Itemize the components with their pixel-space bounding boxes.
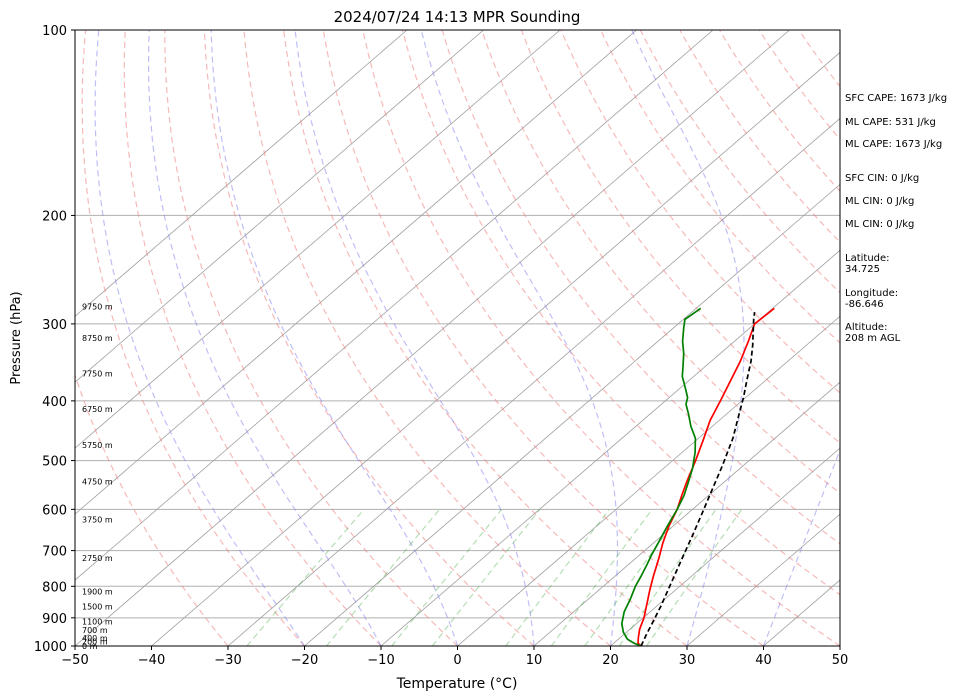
height-label: 0 m <box>82 642 98 651</box>
y-tick-label: 300 <box>42 318 67 333</box>
height-label: 3750 m <box>82 515 113 524</box>
x-tick-label: 20 <box>602 653 619 668</box>
x-tick-label: 50 <box>832 653 849 668</box>
height-label: 9750 m <box>82 302 113 311</box>
isotherm--80 <box>75 30 561 449</box>
height-label: 1500 m <box>82 603 113 612</box>
dry-adiabat <box>322 30 764 646</box>
height-label: 1100 m <box>82 617 113 626</box>
isotherm-10 <box>533 381 840 646</box>
height-label: 6750 m <box>82 405 113 414</box>
height-label: 7750 m <box>82 369 113 378</box>
sfc-cin-text: SFC CIN: 0 J/kg <box>845 173 920 184</box>
dry-adiabat <box>639 30 840 294</box>
mixing-ratio-line <box>646 508 743 646</box>
moist-adiabat <box>94 30 305 646</box>
x-tick-label: −10 <box>367 653 394 668</box>
isotherm--40 <box>151 51 840 646</box>
y-tick-label: 900 <box>42 612 67 627</box>
isotherm--90 <box>75 30 484 383</box>
y-tick-label: 400 <box>42 395 67 410</box>
isotherm-20 <box>610 447 840 646</box>
isotherm--10 <box>380 249 840 646</box>
height-label: 700 m <box>82 626 108 635</box>
height-label: 4750 m <box>82 478 113 487</box>
x-tick-label: −20 <box>291 653 318 668</box>
longitude-text: Longitude: -86.646 <box>845 288 899 310</box>
mixing-ratio-line <box>584 508 685 646</box>
mu-cin-text: ML CIN: 0 J/kg <box>845 219 915 230</box>
parcel-profile <box>640 311 756 646</box>
x-tick-label: 30 <box>679 653 696 668</box>
x-tick-label: 0 <box>453 653 461 668</box>
moist-adiabat <box>210 30 459 646</box>
temperature-profile <box>637 307 775 646</box>
x-axis-label: Temperature (°C) <box>396 676 518 692</box>
y-tick-label: 600 <box>42 503 67 518</box>
chart-title: 2024/07/24 14:13 MPR Sounding <box>334 8 581 26</box>
dewpoint-profile <box>620 307 702 646</box>
isotherm--50 <box>75 30 790 646</box>
mixing-ratio-line <box>505 508 610 646</box>
dry-adiabat <box>560 30 840 394</box>
dry-adiabat <box>81 30 305 646</box>
isotherm--60 <box>75 30 714 581</box>
mixing-ratio-line <box>431 508 541 646</box>
height-label: 400 m <box>82 634 108 643</box>
y-tick-label: 700 <box>42 545 67 560</box>
dry-adiabat <box>679 30 840 243</box>
mixing-ratio-line <box>391 508 503 646</box>
x-tick-label: 10 <box>526 653 543 668</box>
isotherm-30 <box>686 513 840 646</box>
y-tick-label: 800 <box>42 580 67 595</box>
height-label: 8750 m <box>82 334 113 343</box>
moist-adiabat <box>148 30 382 646</box>
isotherm--70 <box>75 30 637 515</box>
isotherm--20 <box>304 183 840 646</box>
altitude-text: Altitude: 208 m AGL <box>845 322 901 344</box>
dry-adiabat <box>123 30 382 646</box>
y-tick-label: 100 <box>42 24 67 39</box>
dry-adiabat <box>401 30 840 596</box>
dry-adiabat <box>164 30 458 646</box>
moist-adiabat <box>762 448 840 646</box>
dry-adiabat <box>243 30 611 646</box>
x-tick-label: 40 <box>755 653 772 668</box>
height-label: 5750 m <box>82 441 113 450</box>
ml-cin-text: ML CIN: 0 J/kg <box>845 196 915 207</box>
dry-adiabat <box>362 30 840 646</box>
isotherm--100 <box>75 30 408 317</box>
mixing-ratio-line <box>550 508 653 646</box>
dry-adiabat <box>758 30 840 141</box>
isotherm--30 <box>227 117 840 646</box>
x-tick-label: −30 <box>214 653 241 668</box>
mu-cape-text: ML CAPE: 1673 J/kg <box>845 139 943 150</box>
x-tick-label: −50 <box>61 653 88 668</box>
mixing-ratio-line <box>618 508 717 646</box>
height-label: 200 m <box>82 637 108 646</box>
y-tick-label: 200 <box>42 209 67 224</box>
height-label: 1900 m <box>82 587 113 596</box>
latitude-text: Latitude: 34.725 <box>845 253 890 275</box>
moist-adiabat <box>420 30 619 646</box>
x-tick-label: −40 <box>138 653 165 668</box>
dry-adiabat <box>520 30 840 444</box>
moist-adiabat <box>294 30 535 646</box>
mixing-ratio-line <box>246 508 365 646</box>
dry-adiabat <box>203 30 535 646</box>
moist-adiabat <box>631 30 745 646</box>
dry-adiabat <box>283 30 688 646</box>
isotherm-0 <box>457 315 840 646</box>
dry-adiabat <box>600 30 840 344</box>
y-tick-label: 500 <box>42 455 67 470</box>
ml-cape-text: ML CAPE: 531 J/kg <box>845 117 936 128</box>
y-tick-label: 1000 <box>34 640 67 655</box>
y-axis-label: Pressure (hPa) <box>9 291 24 384</box>
sfc-cape-text: SFC CAPE: 1673 J/kg <box>845 93 948 104</box>
mixing-ratio-line <box>326 508 441 646</box>
height-label: 2750 m <box>82 554 113 563</box>
